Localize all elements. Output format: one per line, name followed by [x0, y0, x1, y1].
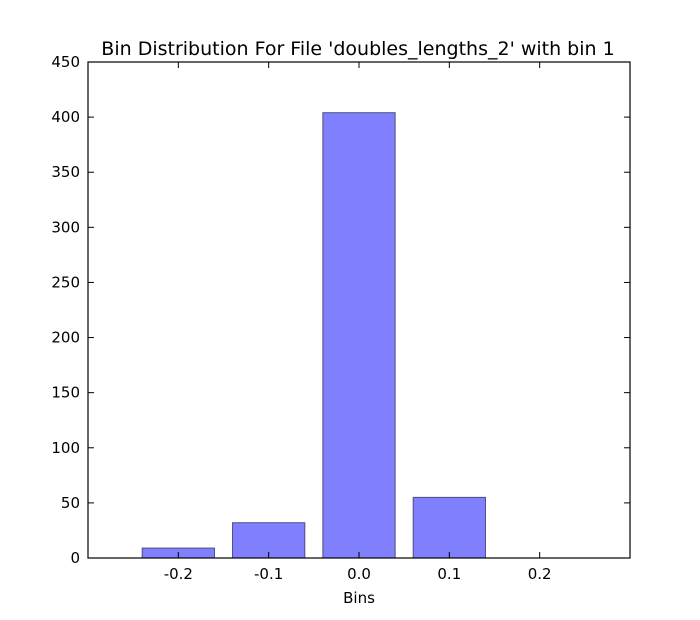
bars-group — [141, 112, 486, 559]
y-tick-label: 350 — [51, 163, 80, 181]
y-tick-label: 200 — [51, 329, 80, 347]
bar-0.0 — [322, 112, 396, 559]
y-tick-label: 50 — [61, 494, 80, 512]
y-tick-label: 450 — [51, 53, 80, 71]
y-tick-label: 400 — [51, 108, 80, 126]
y-tick-label: 250 — [51, 273, 80, 291]
x-tick-label: 0.1 — [437, 565, 461, 583]
y-tick-label: 150 — [51, 384, 80, 402]
x-axis-label: Bins — [343, 589, 375, 607]
bar-0.1 — [412, 496, 486, 559]
chart-title: Bin Distribution For File 'doubles_lengt… — [101, 38, 614, 60]
y-axis-ticks: 0 50 100 150 200 250 300 350 400 450 — [51, 53, 630, 567]
y-tick-label: 100 — [51, 439, 80, 457]
x-axis-ticks: -0.2 -0.1 0.0 0.1 0.2 — [164, 62, 552, 583]
x-tick-label: 0.0 — [347, 565, 371, 583]
x-tick-label: 0.2 — [528, 565, 552, 583]
y-tick-label: 0 — [70, 549, 80, 567]
x-tick-label: -0.1 — [254, 565, 283, 583]
y-tick-label: 300 — [51, 218, 80, 236]
x-tick-label: -0.2 — [164, 565, 193, 583]
